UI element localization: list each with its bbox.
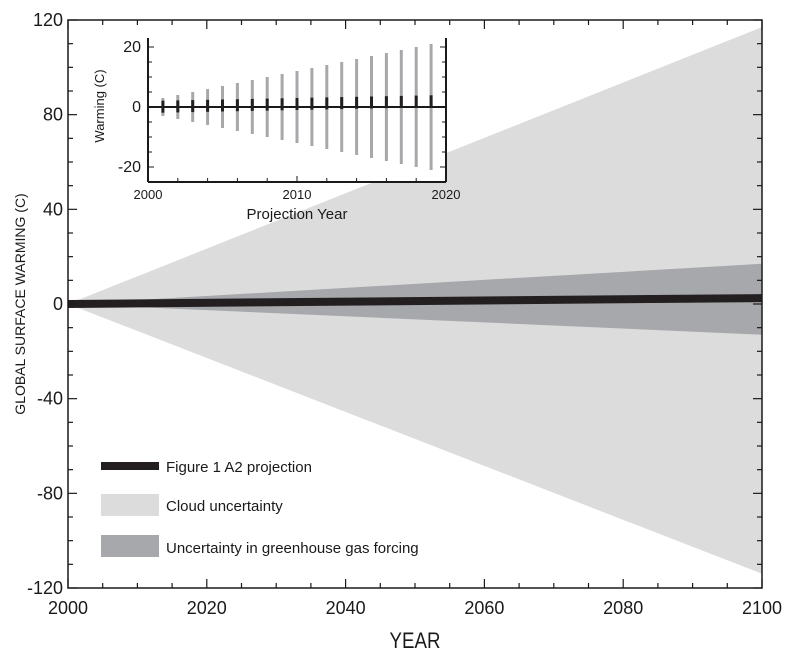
legend-swatch-a2-projection (101, 462, 159, 470)
x-tick-label: 2060 (464, 598, 504, 618)
main-axis-ticks (67, 19, 763, 589)
y-tick-label: 120 (33, 10, 63, 30)
legend-label-cloud-uncertainty: Cloud uncertainty (166, 498, 283, 515)
inset-x-axis-title: Projection Year (247, 206, 348, 223)
legend-item-a2-projection: Figure 1 A2 projection (101, 459, 312, 476)
inset-plot: 20 0 -20 2000 2010 2020 Warming (C) Projectio… (92, 38, 460, 223)
inset-x-tick-label: 2020 (432, 187, 461, 202)
inset-y-tick-label: 0 (132, 99, 141, 116)
x-tick-label: 2000 (48, 598, 88, 618)
legend-label-greenhouse-forcing: Uncertainty in greenhouse gas forcing (166, 540, 419, 557)
legend: Figure 1 A2 projection Cloud uncertainty… (101, 459, 419, 557)
x-tick-label: 2100 (742, 598, 782, 618)
y-tick-label: -40 (37, 389, 63, 409)
legend-item-greenhouse-forcing: Uncertainty in greenhouse gas forcing (101, 535, 419, 557)
y-axis-title: GLOBAL SURFACE WARMING (C) (12, 193, 28, 414)
a2-projection-line (67, 294, 763, 308)
y-tick-label: 0 (53, 294, 63, 314)
x-tick-label: 2020 (187, 598, 227, 618)
inset-tick-labels: 20 0 -20 2000 2010 2020 (118, 39, 461, 202)
legend-swatch-greenhouse-forcing (101, 535, 159, 557)
y-tick-label: 80 (43, 105, 63, 125)
inset-y-axis-title: Warming (C) (92, 69, 107, 142)
y-tick-label: -80 (37, 483, 63, 503)
inset-y-tick-label: 20 (123, 39, 141, 56)
y-tick-label: -120 (27, 578, 63, 598)
y-tick-label: 40 (43, 199, 63, 219)
x-tick-label: 2040 (326, 598, 366, 618)
inset-x-tick-label: 2000 (134, 187, 163, 202)
inset-y-tick-label: -20 (118, 159, 141, 176)
legend-label-a2-projection: Figure 1 A2 projection (166, 459, 312, 476)
legend-swatch-cloud-uncertainty (101, 494, 159, 516)
x-axis-title: YEAR (390, 630, 441, 654)
inset-axes (147, 38, 447, 183)
legend-item-cloud-uncertainty: Cloud uncertainty (101, 494, 283, 516)
inset-center-marks (161, 95, 433, 113)
inset-x-tick-label: 2010 (283, 187, 312, 202)
x-tick-label: 2080 (603, 598, 643, 618)
